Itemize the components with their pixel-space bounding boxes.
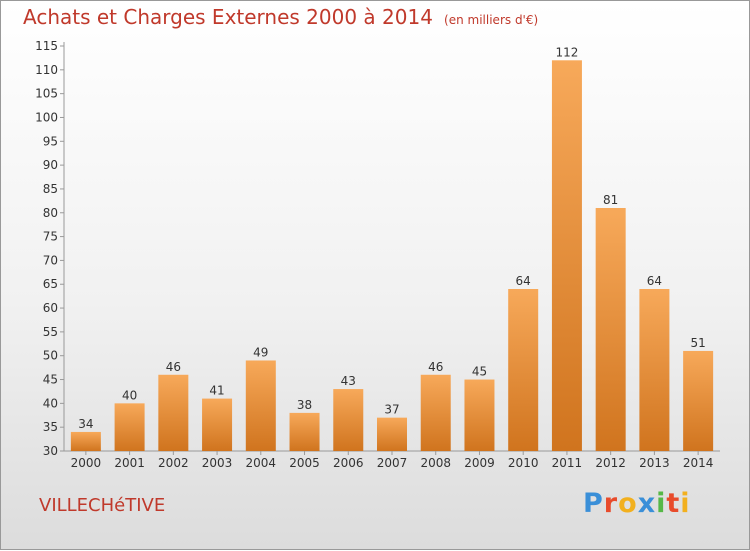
chart-axes: 30 35 40 45 50 55 60 65 70 75 80 85 90 95 100 105 110 115… [35,39,720,470]
bar [551,60,582,451]
y-tick-label: 105 [35,87,58,101]
bar-value-label: 64 [516,274,531,288]
x-tick-label: 2006 [333,456,364,470]
bar-value-label: 34 [78,417,93,431]
bar-value-label: 64 [647,274,662,288]
y-tick-label: 60 [43,301,58,315]
bar-value-label: 37 [384,403,399,417]
y-tick-label: 70 [43,253,58,267]
bar [70,431,101,451]
logo-letter: i [680,488,691,519]
y-tick-label: 80 [43,206,58,220]
logo-letter: t [666,488,681,519]
bar-value-label: 51 [690,336,705,350]
bar-value-label: 46 [166,360,181,374]
x-tick-label: 2004 [246,456,277,470]
bar [508,289,539,451]
y-tick-label: 90 [43,158,58,172]
y-tick-label: 50 [43,349,58,363]
x-tick-label: 2013 [639,456,670,470]
bar-value-label: 49 [253,345,268,359]
x-tick-label: 2014 [683,456,714,470]
y-tick-label: 45 [43,373,58,387]
bar [683,350,714,451]
chart-bars [70,60,714,451]
bar [289,412,320,451]
logo-letter: r [603,488,619,519]
title-text: Achats et Charges Externes 2000 à 2014 [23,5,433,29]
bar [245,360,276,451]
y-tick-label: 40 [43,396,58,410]
logo-letter: o [618,488,638,519]
bar-value-label: 43 [341,374,356,388]
bar-value-label: 40 [122,388,137,402]
bar-value-label: 81 [603,193,618,207]
proxiti-logo[interactable]: Proxiti [583,488,691,519]
x-tick-label: 2005 [289,456,320,470]
chart-title: Achats et Charges Externes 2000 à 2014 (… [23,5,538,29]
y-tick-label: 85 [43,182,58,196]
y-tick-label: 115 [35,39,58,53]
x-tick-label: 2002 [158,456,189,470]
bar-value-label: 46 [428,360,443,374]
bar [158,374,189,451]
x-tick-label: 2000 [71,456,102,470]
bar-value-label: 38 [297,398,312,412]
x-tick-label: 2001 [114,456,145,470]
x-tick-label: 2008 [420,456,451,470]
bar [595,208,626,451]
bar [333,389,364,451]
y-tick-label: 100 [35,110,58,124]
y-tick-label: 110 [35,63,58,77]
bar-value-label: 41 [209,384,224,398]
x-tick-label: 2007 [377,456,408,470]
x-tick-label: 2010 [508,456,539,470]
x-tick-label: 2009 [464,456,495,470]
bar [377,417,407,451]
bar [464,379,495,451]
bar-value-label: 45 [472,365,487,379]
bar [114,403,145,451]
x-tick-label: 2011 [552,456,583,470]
y-tick-label: 55 [43,325,58,339]
unit-text: (en milliers d'€) [444,13,539,27]
x-tick-label: 2012 [595,456,626,470]
logo-letter: P [583,488,604,519]
y-tick-label: 75 [43,230,58,244]
logo-letter: i [656,488,667,519]
bar [202,398,233,451]
chart-data-labels: 34 40 46 41 49 38 43 37 46 45 64 112 81 64 51 [78,45,706,431]
place-name: VILLECHéTIVE [39,495,166,516]
bar [420,374,451,451]
y-tick-label: 95 [43,134,58,148]
bar-value-label: 112 [555,45,578,59]
y-tick-label: 65 [43,277,58,291]
logo-letter: x [637,488,657,519]
x-tick-label: 2003 [202,456,233,470]
y-tick-label: 30 [43,444,58,458]
bar [639,289,670,451]
y-tick-label: 35 [43,420,58,434]
